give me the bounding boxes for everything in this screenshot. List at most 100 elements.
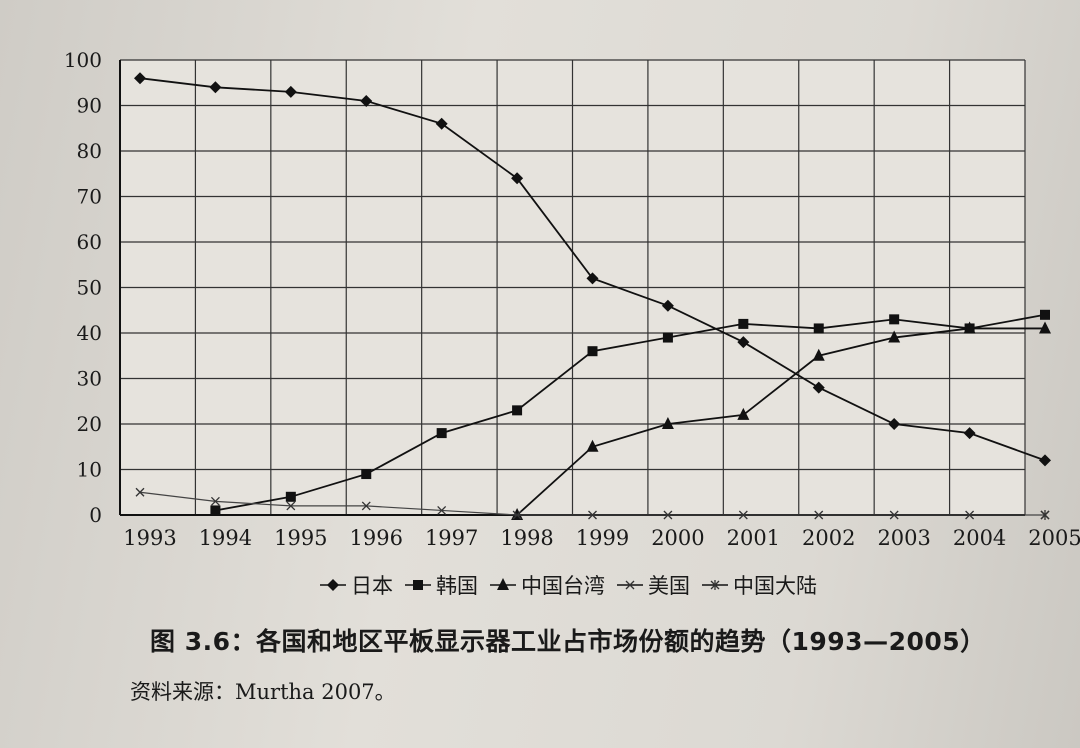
data-point (812, 348, 825, 361)
data-point (588, 510, 597, 520)
series-3 (511, 321, 1051, 520)
data-point (436, 428, 447, 439)
data-point (963, 427, 976, 440)
legend-marker-symbol (327, 579, 339, 591)
data-point (512, 405, 523, 416)
y-tick-label: 100 (64, 48, 102, 72)
x-tick-label: 2000 (651, 526, 704, 550)
legend-item-3: 中国台湾 (488, 570, 605, 600)
data-point (1040, 309, 1050, 320)
x-tick-label: 1998 (500, 526, 553, 550)
y-tick-label: 0 (89, 503, 102, 527)
market-share-line-chart: 0 10 20 30 40 50 60 70 80 90 100 1993 1994 1995 1996 19… (64, 48, 1080, 550)
data-point (737, 336, 750, 349)
data-point (586, 439, 599, 452)
x-tick-label: 1996 (350, 526, 403, 550)
x-tick-label: 1997 (425, 526, 478, 550)
legend-label: 中国大陆 (733, 574, 817, 598)
series-4 (135, 487, 1050, 520)
y-tick-label: 60 (77, 230, 102, 254)
data-point (888, 330, 901, 343)
y-tick-label: 80 (77, 139, 102, 163)
data-point (738, 510, 748, 520)
chart-legend: 日本 韩国 中国台湾 美国 中国大陆 (318, 570, 827, 600)
data-point (738, 318, 749, 329)
data-point (663, 510, 673, 520)
x-tick-label: 1995 (274, 526, 327, 550)
data-point (586, 272, 599, 285)
data-point (135, 487, 145, 497)
y-tick-label: 30 (77, 367, 102, 391)
data-point (1039, 454, 1051, 467)
legend-marker (617, 580, 643, 590)
x-tick-label: 2002 (802, 526, 855, 550)
x-tick-label: 1993 (123, 526, 176, 550)
data-point (963, 321, 976, 334)
legend-marker (320, 579, 346, 591)
data-point (813, 323, 824, 334)
data-point (662, 332, 673, 343)
x-tick-label: 2003 (877, 526, 930, 550)
data-point (1040, 510, 1050, 520)
data-point (1039, 321, 1051, 334)
data-point (965, 510, 975, 520)
data-point (361, 501, 371, 511)
data-point (812, 381, 825, 394)
legend-label: 中国台湾 (521, 574, 605, 598)
data-point (889, 314, 900, 325)
data-point (286, 501, 296, 511)
data-point (361, 469, 372, 480)
y-tick-label: 90 (77, 94, 102, 118)
series-line-3 (516, 327, 1045, 516)
data-point (661, 299, 674, 312)
data-point (285, 491, 296, 502)
y-tick-label: 10 (77, 458, 102, 482)
data-point (888, 418, 901, 430)
legend-marker (702, 580, 728, 590)
data-point (437, 505, 447, 515)
data-point (814, 510, 824, 520)
legend-marker (405, 580, 431, 590)
legend-item-4: 美国 (615, 570, 690, 600)
legend-label: 韩国 (436, 574, 478, 598)
data-point (209, 81, 222, 94)
legend-marker-symbol (497, 578, 509, 590)
data-point (889, 510, 899, 520)
figure-source: 资料来源：Murtha 2007。 (130, 680, 396, 704)
x-tick-label: 2005 (1028, 526, 1080, 550)
series-5 (1040, 510, 1050, 520)
series-line-2 (215, 313, 1046, 512)
series-1 (134, 72, 1051, 467)
legend-item-2: 韩国 (403, 570, 478, 600)
x-tick-label: 1994 (199, 526, 252, 550)
x-tick-label: 2001 (727, 526, 780, 550)
data-point (512, 510, 522, 520)
data-point (511, 172, 524, 185)
x-tick-label: 2004 (953, 526, 1006, 550)
data-point (284, 85, 297, 98)
legend-item-5: 中国大陆 (700, 570, 817, 600)
data-point (587, 346, 598, 357)
data-point (511, 508, 524, 520)
data-point (737, 407, 750, 420)
y-tick-label: 70 (77, 185, 102, 209)
x-tick-label: 1999 (576, 526, 629, 550)
grid (119, 59, 1026, 516)
y-tick-label: 20 (77, 412, 102, 436)
data-point (360, 94, 373, 107)
data-point (134, 72, 146, 85)
figure-caption: 图 3.6：各国和地区平板显示器工业占市场份额的趋势（1993—2005） (150, 627, 986, 656)
legend-marker (490, 578, 516, 590)
legend-marker-symbol (625, 580, 635, 590)
data-point (210, 496, 220, 506)
y-tick-label: 40 (77, 321, 102, 345)
legend-marker-symbol (710, 580, 720, 590)
legend-marker-symbol (413, 580, 423, 590)
legend-label: 美国 (648, 574, 690, 598)
data-point (661, 417, 674, 429)
legend-item-1: 日本 (318, 570, 393, 600)
y-tick-label: 50 (77, 276, 102, 300)
data-point (210, 505, 221, 516)
legend-label: 日本 (351, 574, 393, 598)
